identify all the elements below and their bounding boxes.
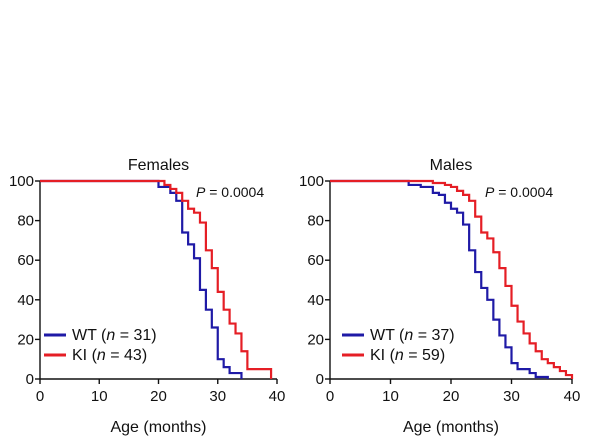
males-x-tick-label: 20 (443, 388, 460, 405)
males-ki-survival-curve (330, 179, 574, 379)
females-y-tick-label: 40 (17, 292, 34, 309)
females-y-tick-label: 0 (26, 371, 34, 388)
males-x-tick-label: 10 (382, 388, 399, 405)
males-y-tick-label: 80 (307, 213, 324, 230)
females-ki-survival-curve (40, 179, 273, 379)
males-y-tick-label: 0 (316, 371, 324, 388)
females-y-tick-label: 80 (17, 213, 34, 230)
males-panel: 0 20 40 60 80 100 0 10 20 30 40 Males Age (months) P … (299, 157, 580, 436)
females-legend-label-wt: WT (n = 31) (72, 327, 157, 344)
legend-n-symbol: n (404, 327, 413, 344)
females-x-tick-label: 20 (150, 388, 167, 405)
males-x-tick-label: 0 (326, 388, 334, 405)
females-y-tick-label: 100 (9, 173, 34, 190)
females-y-tick-label: 20 (17, 331, 34, 348)
males-x-axis-label: Age (months) (403, 419, 499, 436)
females-x-tick-label: 0 (36, 388, 44, 405)
legend-n-value: = 59) (404, 347, 445, 364)
females-p-value: P = 0.0004 (196, 184, 264, 200)
females-legend-label-ki: KI (n = 43) (72, 347, 147, 364)
males-panel-title: Males (430, 157, 473, 174)
p-symbol: P (196, 184, 206, 200)
p-value-text: = 0.0004 (494, 184, 553, 200)
females-x-tick-label: 10 (91, 388, 108, 405)
legend-n-value: = 31) (115, 327, 156, 344)
males-x-tick-label: 30 (503, 388, 520, 405)
females-panel-title: Females (128, 157, 189, 174)
females-x-axis-label: Age (months) (110, 419, 206, 436)
legend-series-name: KI ( (72, 347, 98, 364)
legend-n-symbol: n (97, 347, 106, 364)
males-x-tick-label: 40 (564, 388, 581, 405)
males-p-value: P = 0.0004 (485, 184, 553, 200)
legend-n-symbol: n (106, 327, 115, 344)
males-legend-label-ki: KI (n = 59) (370, 347, 445, 364)
males-wt-survival-curve (330, 179, 549, 379)
legend-n-symbol: n (395, 347, 404, 364)
males-y-tick-label: 60 (307, 252, 324, 269)
legend-series-name: KI ( (370, 347, 396, 364)
legend-n-value: = 43) (106, 347, 147, 364)
males-y-tick-label: 20 (307, 331, 324, 348)
females-x-tick-label: 40 (269, 388, 286, 405)
legend-series-name: WT ( (370, 327, 405, 344)
legend-series-name: WT ( (72, 327, 107, 344)
females-x-tick-label: 30 (209, 388, 226, 405)
males-y-tick-label: 40 (307, 292, 324, 309)
males-legend-label-wt: WT (n = 37) (370, 327, 455, 344)
females-y-tick-label: 60 (17, 252, 34, 269)
p-value-text: = 0.0004 (205, 184, 264, 200)
p-symbol: P (485, 184, 495, 200)
females-panel: 0 20 40 60 80 100 0 10 20 30 40 Females Age (months)… (9, 157, 285, 436)
legend-n-value: = 37) (413, 327, 454, 344)
males-y-tick-label: 100 (299, 173, 324, 190)
